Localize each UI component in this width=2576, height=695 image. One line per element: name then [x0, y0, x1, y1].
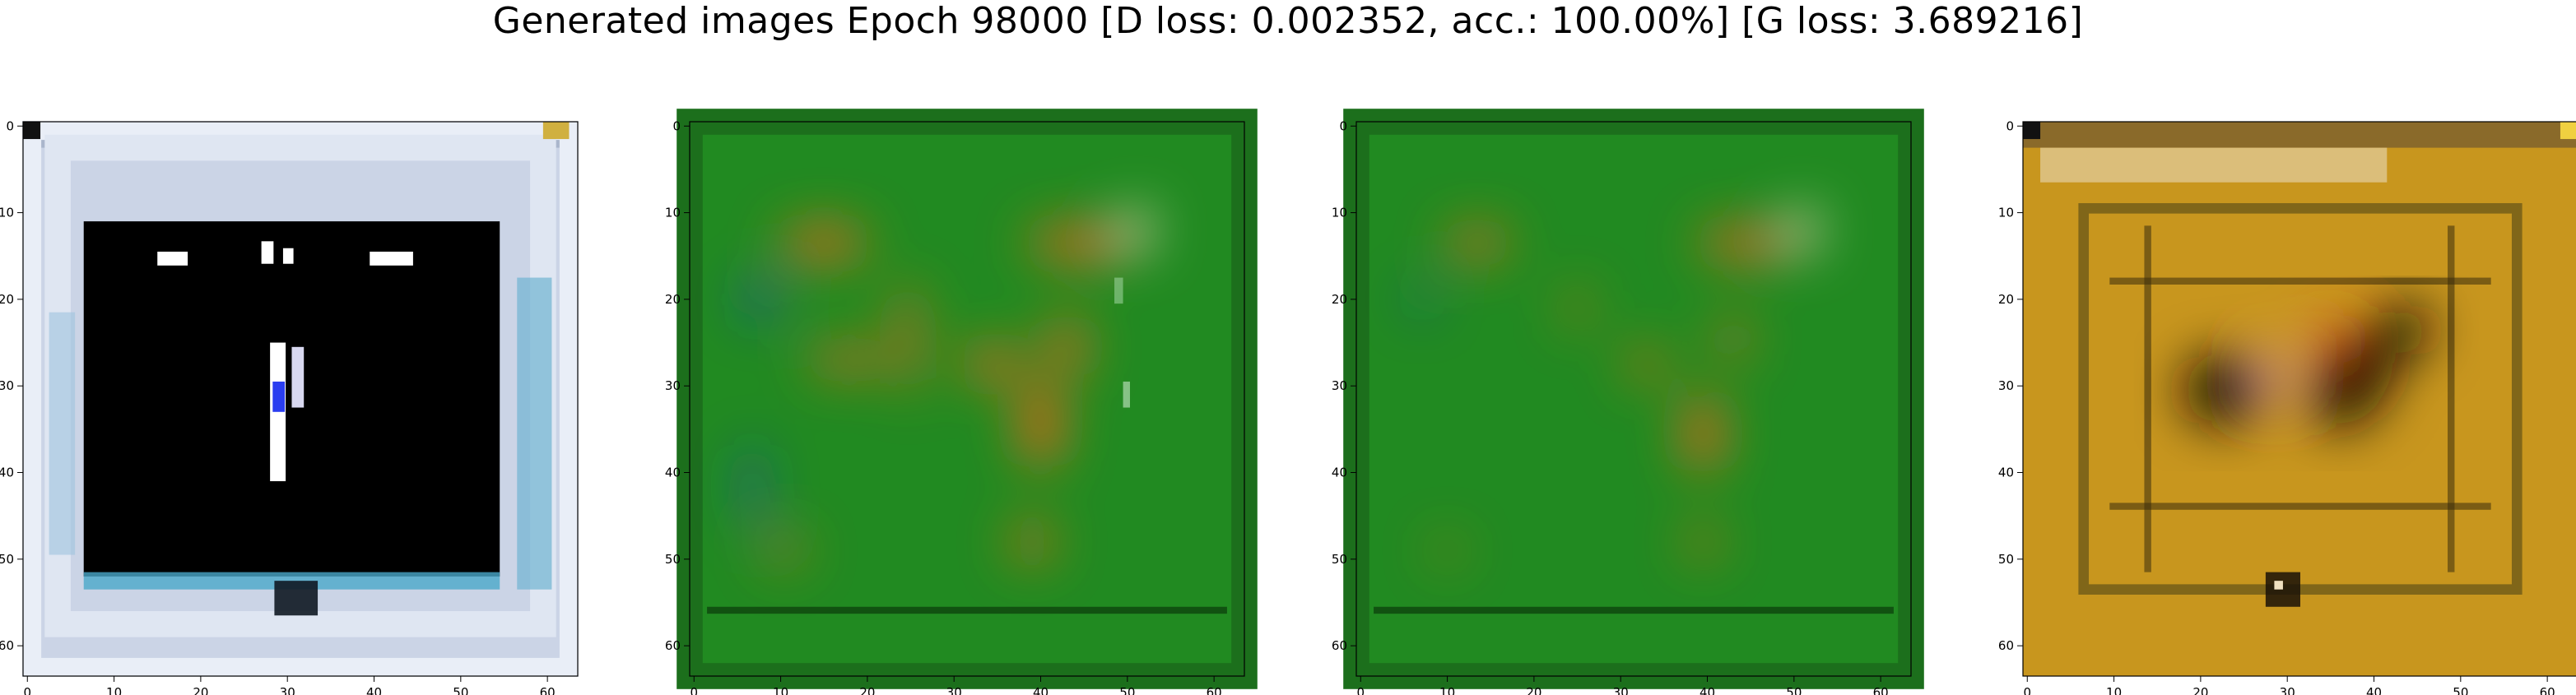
y-tick-label: 20 [1998, 292, 2014, 307]
y-tick-label: 30 [0, 378, 14, 393]
y-tick-label: 10 [1998, 206, 2014, 220]
y-tick-label: 40 [1998, 466, 2014, 480]
y-tick-label: 0 [672, 118, 681, 133]
y-tick-label: 10 [1332, 206, 1347, 220]
y-tick-label: 40 [1332, 466, 1347, 480]
y-tick-label: 30 [1998, 378, 2014, 393]
x-tick-label: 50 [2453, 685, 2468, 695]
x-tick-label: 20 [1526, 685, 1541, 695]
x-tick-label: 60 [2540, 685, 2555, 695]
image-heatmap-1 [23, 122, 578, 676]
y-tick-label: 40 [0, 466, 14, 480]
axes-frame-2 [689, 121, 1245, 677]
image-panel-1: 0 10 20 30 40 50 60 0 10 20 30 40 50 60 [0, 118, 578, 695]
y-tick-label: 60 [1332, 638, 1347, 653]
x-tick-label: 10 [106, 685, 122, 695]
image-panel-2: 0 10 20 30 40 50 60 0 10 20 30 40 50 60 [665, 118, 1244, 695]
x-tick-label: 10 [2106, 685, 2122, 695]
y-tick-label: 40 [665, 466, 681, 480]
x-tick-label: 40 [2366, 685, 2382, 695]
x-tick-label: 20 [859, 685, 875, 695]
y-tick-label: 0 [2006, 118, 2014, 133]
x-tick-label: 30 [946, 685, 962, 695]
x-tick-label: 50 [453, 685, 468, 695]
axes-frame-1 [22, 121, 579, 677]
y-tick-label: 30 [1332, 378, 1347, 393]
x-tick-label: 40 [366, 685, 382, 695]
x-tick-label: 20 [2192, 685, 2208, 695]
x-tick-label: 40 [1700, 685, 1715, 695]
y-tick-label: 50 [1332, 552, 1347, 567]
x-tick-label: 0 [23, 685, 31, 695]
axes-frame-4 [2022, 121, 2576, 677]
y-tick-label: 50 [1998, 552, 2014, 567]
y-tick-label: 10 [665, 206, 681, 220]
y-tick-label: 50 [665, 552, 681, 567]
x-tick-label: 10 [773, 685, 788, 695]
x-tick-label: 30 [2280, 685, 2295, 695]
y-tick-label: 0 [6, 118, 14, 133]
y-tick-label: 50 [0, 552, 14, 567]
y-tick-label: 20 [0, 292, 14, 307]
image-heatmap-3 [1356, 122, 1911, 676]
x-tick-label: 0 [2023, 685, 2031, 695]
axes-frame-3 [1355, 121, 1912, 677]
image-panel-4: 0 10 20 30 40 50 60 0 10 20 30 40 50 60 [1998, 118, 2576, 695]
y-tick-label: 20 [665, 292, 681, 307]
x-tick-label: 30 [1613, 685, 1629, 695]
x-tick-label: 10 [1439, 685, 1455, 695]
x-tick-label: 50 [1786, 685, 1802, 695]
figure-suptitle: Generated images Epoch 98000 [D loss: 0.… [492, 0, 2084, 42]
y-tick-label: 60 [1998, 638, 2014, 653]
image-heatmap-2 [690, 122, 1244, 676]
x-tick-label: 20 [193, 685, 208, 695]
x-tick-label: 0 [690, 685, 698, 695]
x-tick-label: 40 [1033, 685, 1049, 695]
y-tick-label: 0 [1339, 118, 1347, 133]
y-tick-label: 10 [0, 206, 14, 220]
y-tick-label: 20 [1332, 292, 1347, 307]
y-tick-label: 30 [665, 378, 681, 393]
x-tick-label: 60 [1207, 685, 1222, 695]
y-tick-label: 60 [665, 638, 681, 653]
x-tick-label: 60 [1873, 685, 1889, 695]
image-panel-3: 0 10 20 30 40 50 60 0 10 20 30 40 50 60 [1332, 118, 1911, 695]
x-tick-label: 0 [1356, 685, 1365, 695]
x-tick-label: 30 [280, 685, 295, 695]
y-tick-label: 60 [0, 638, 14, 653]
x-tick-label: 50 [1119, 685, 1135, 695]
image-heatmap-4 [2023, 122, 2576, 676]
x-tick-label: 60 [540, 685, 556, 695]
